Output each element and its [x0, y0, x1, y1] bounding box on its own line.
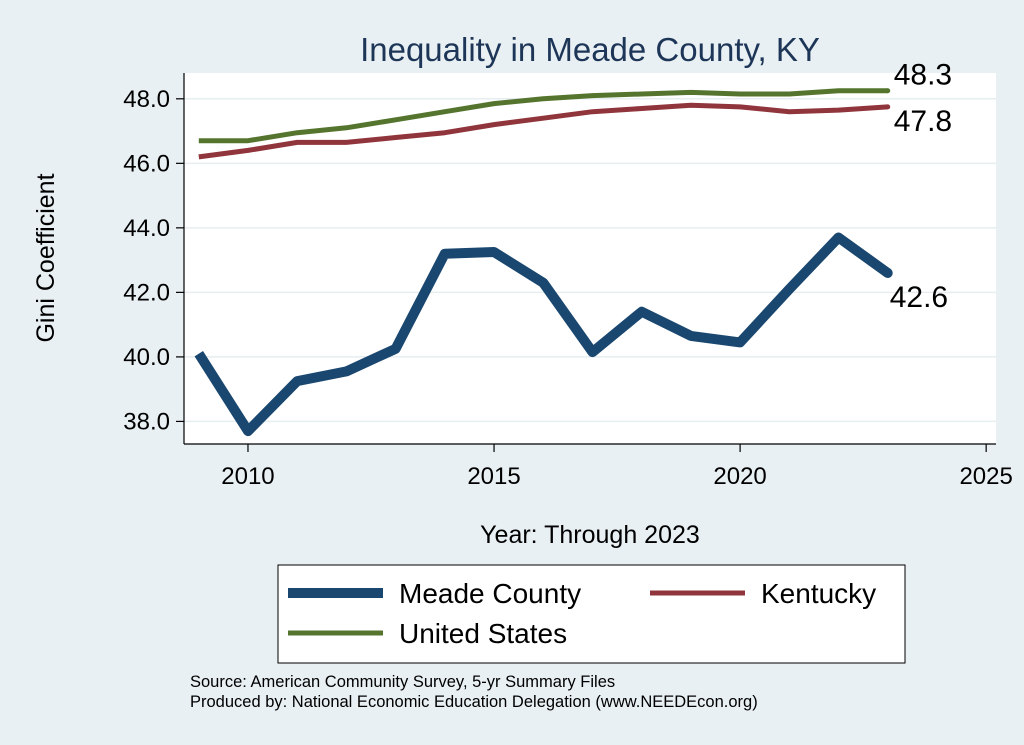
x-tick-label: 2025 [959, 463, 1012, 490]
series-line-meade-county [194, 232, 891, 437]
legend: Meade County Kentucky United States [277, 564, 906, 664]
series-line-united-states [198, 88, 888, 144]
legend-label-kentucky: Kentucky [761, 578, 876, 609]
series-end-point [885, 104, 891, 110]
series-layer [194, 88, 893, 437]
gridlines [184, 98, 996, 423]
y-tick-label: 48.0 [123, 86, 170, 113]
end-value-label: 42.6 [890, 281, 948, 314]
end-value-label: 47.8 [894, 105, 952, 138]
y-tick-label: 38.0 [123, 408, 170, 435]
series-line-kentucky [198, 102, 888, 160]
x-tick-label: 2020 [713, 463, 766, 490]
source-note: Source: American Community Survey, 5-yr … [190, 673, 615, 691]
x-tick-label: 2015 [467, 463, 520, 490]
x-tick-label: 2010 [221, 463, 274, 490]
y-tick-label: 40.0 [123, 344, 170, 371]
end-labels: 42.6 47.8 48.3 [890, 59, 952, 314]
end-value-label: 48.3 [894, 59, 952, 92]
chart-title: Inequality in Meade County, KY [360, 31, 820, 68]
y-tick-label: 44.0 [123, 215, 170, 242]
legend-label-united-states: United States [399, 618, 567, 649]
y-axis-label: Gini Coefficient [32, 173, 60, 342]
legend-box [277, 564, 906, 664]
y-tick-label: 42.0 [123, 279, 170, 306]
series-end-point [885, 88, 891, 94]
legend-label-meade-county: Meade County [399, 578, 581, 609]
x-axis-label: Year: Through 2023 [480, 521, 700, 549]
produced-by-note: Produced by: National Economic Education… [190, 693, 758, 711]
y-tick-label: 46.0 [123, 150, 170, 177]
axes: 38.0 40.0 42.0 44.0 46.0 48.0 2010 2015 2020 2025 [123, 73, 1013, 490]
series-end-point [882, 268, 893, 279]
